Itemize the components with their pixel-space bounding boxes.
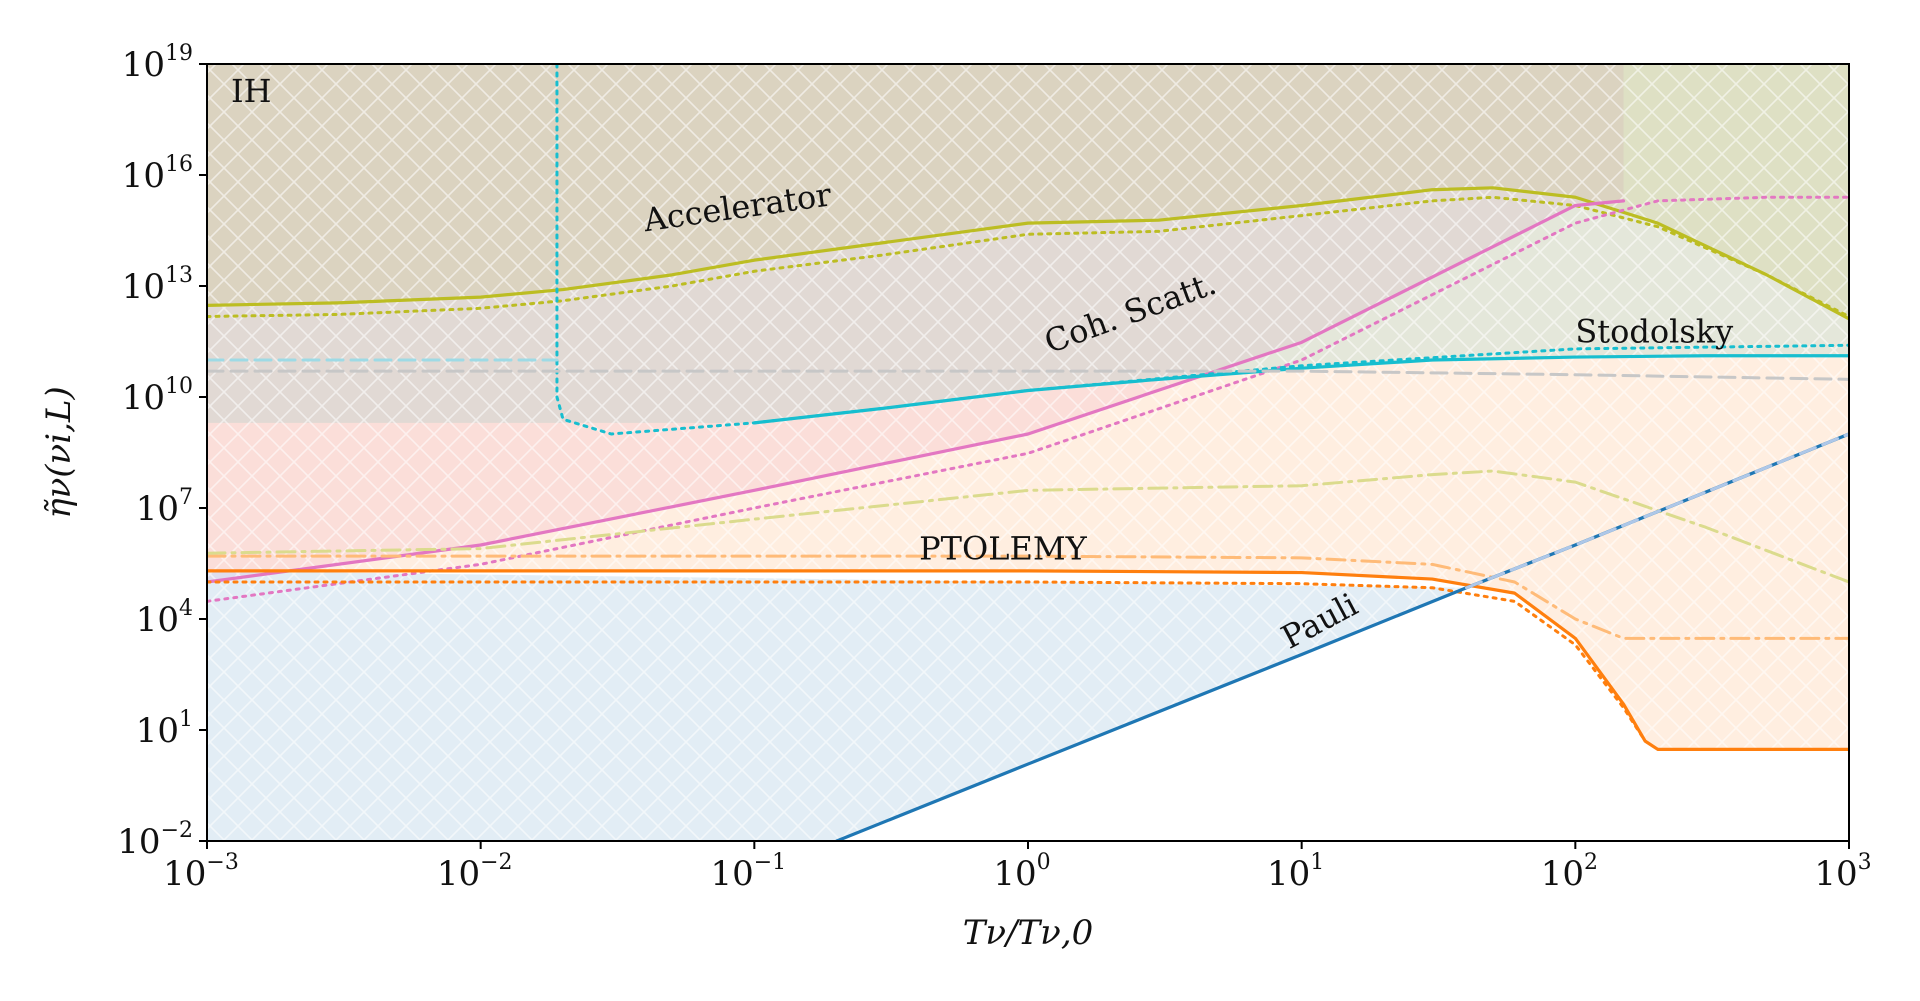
y-tick-label: 107 <box>136 485 193 529</box>
y-tick-label: 1013 <box>122 263 193 307</box>
corner-label: IH <box>231 72 272 110</box>
y-tick-label: 1019 <box>122 41 193 85</box>
y-axis-label: η̃ν(νi,L) <box>39 386 79 519</box>
series-line-ptolemy-dash-dot <box>207 554 1849 640</box>
series-line-accelerator-dash-dot <box>207 469 1849 584</box>
y-tick-label: 104 <box>136 596 193 640</box>
y-axis: 10−2 101 104 107 1010 1013 1016 1019 <box>117 41 207 862</box>
series-line-coh-scatt <box>207 199 1626 584</box>
series-line-pauli <box>835 432 1849 841</box>
y-tick-label: 10−2 <box>117 818 193 862</box>
curve-label-stodolsky: Stodolsky <box>1575 312 1733 350</box>
x-tick-label: 10−2 <box>437 850 513 894</box>
x-tick-label: 103 <box>1814 850 1871 894</box>
x-tick-label: 10−3 <box>163 850 239 894</box>
series-line-pauli-dashed <box>1464 432 1849 590</box>
series-line-accelerator <box>207 186 1849 321</box>
series-lines <box>207 64 1849 841</box>
x-axis: 10−3 10−2 10−1 100 101 102 103 <box>163 841 1872 894</box>
series-line-coh-scatt-dotted <box>207 195 1849 603</box>
x-tick-label: 10−1 <box>710 850 786 894</box>
series-line-accelerator-dotted <box>207 195 1849 318</box>
series-line-ptolemy-dotted <box>207 580 1647 743</box>
series-line-gray-dashed <box>207 369 1849 381</box>
curve-label-ptolemy: PTOLEMY <box>919 530 1087 568</box>
x-tick-label: 102 <box>1541 850 1598 894</box>
y-tick-label: 1016 <box>122 152 193 196</box>
x-tick-label: 101 <box>1267 850 1324 894</box>
x-tick-label: 100 <box>993 850 1050 894</box>
x-axis-label: Tν/Tν,0 <box>963 913 1094 953</box>
y-tick-label: 101 <box>136 707 193 751</box>
series-line-stodolsky-dotted <box>555 64 1849 436</box>
hatch-overlay <box>207 64 1849 841</box>
series-line-ptolemy <box>207 569 1849 751</box>
y-tick-label: 1010 <box>122 374 193 418</box>
